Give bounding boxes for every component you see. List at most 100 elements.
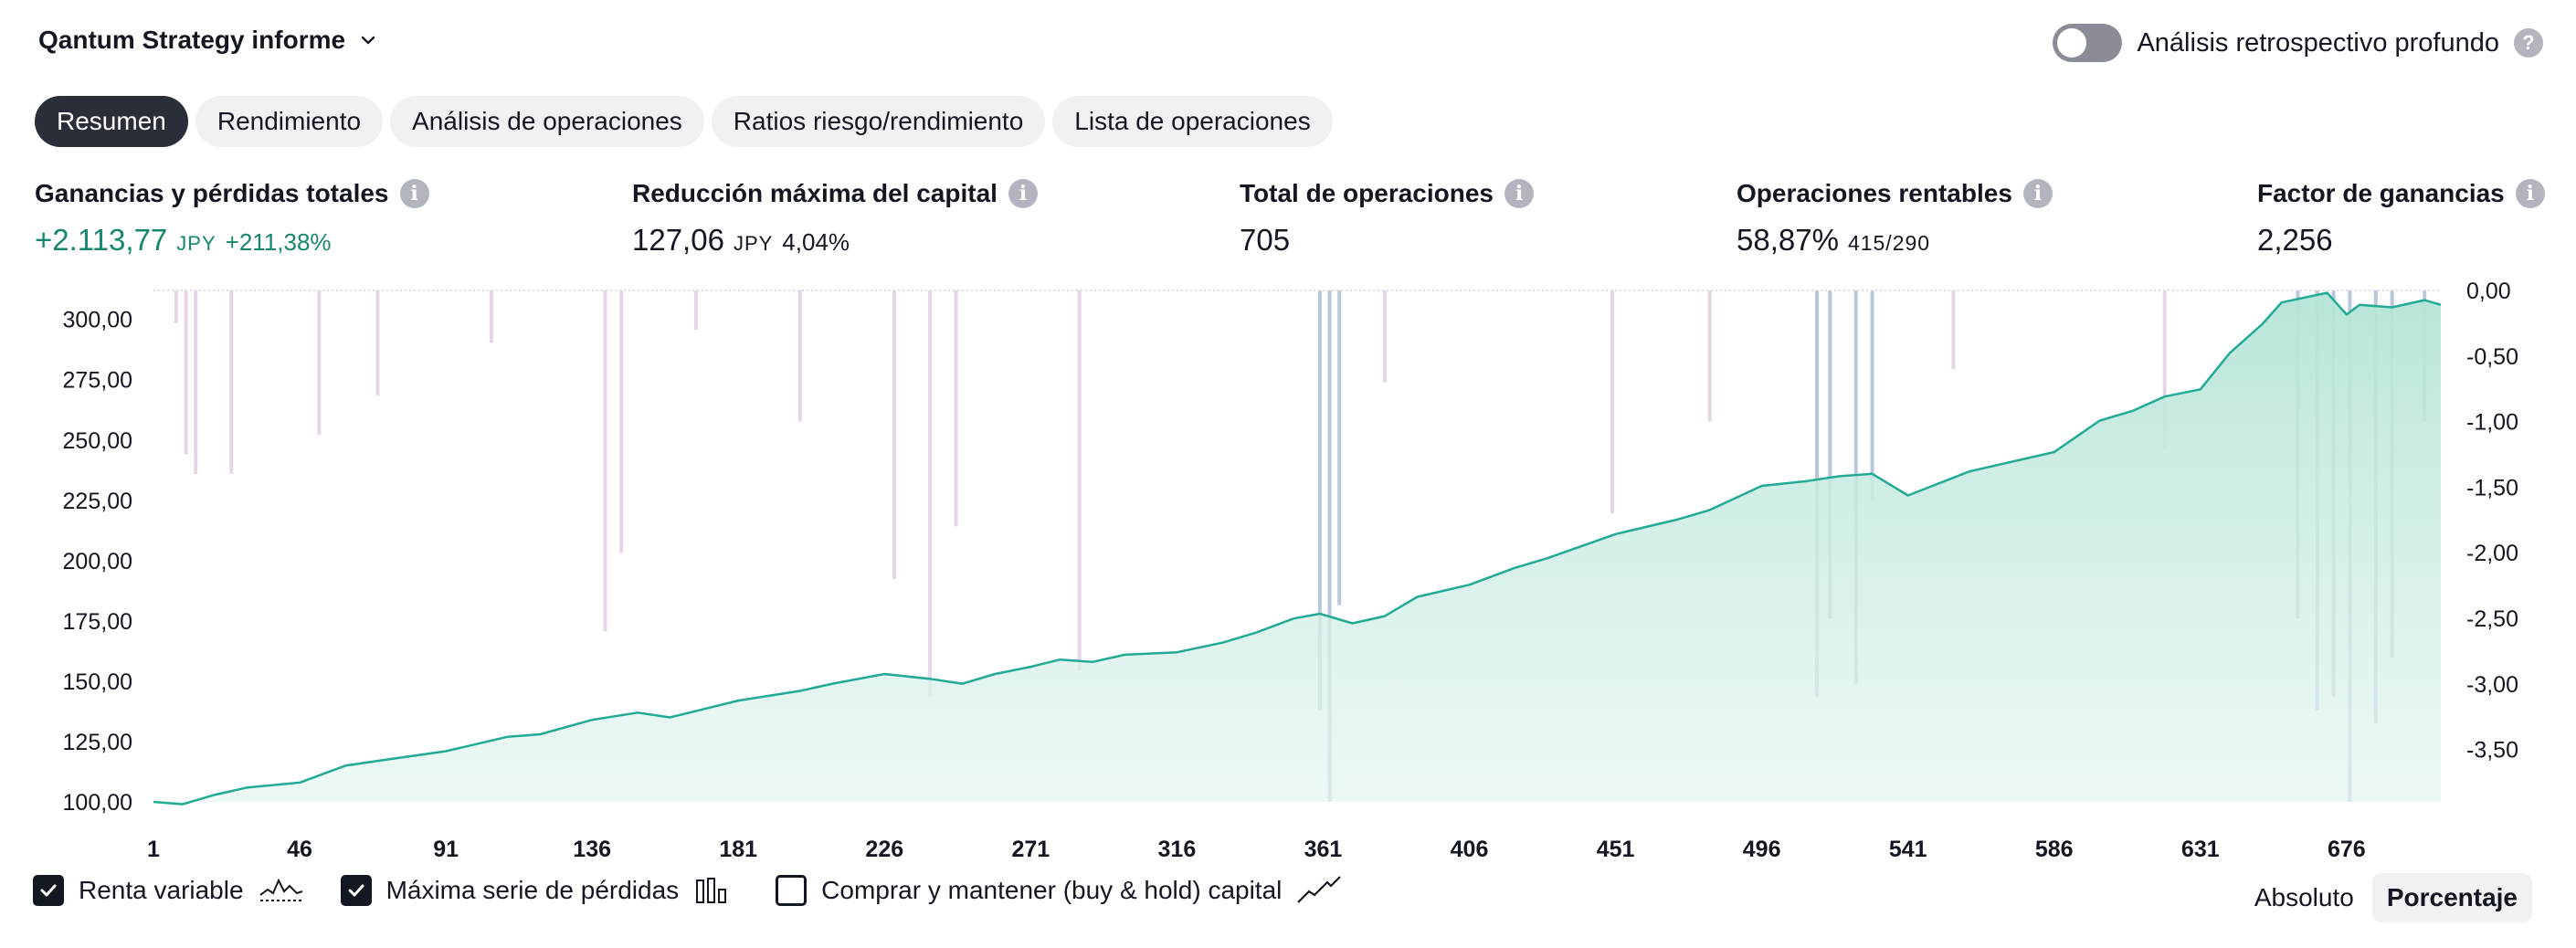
y-right-tick-label: 0,00 [2466, 279, 2511, 304]
checkbox-label: Renta variable [79, 876, 244, 904]
y-right-tick-label: -0,50 [2466, 344, 2518, 370]
check-icon [40, 884, 57, 897]
drawdown-bar [375, 290, 380, 395]
mode-absolute-button[interactable]: Absoluto [2254, 883, 2354, 911]
stat-ratio: 415/290 [1847, 231, 1931, 255]
drawdown-bar [892, 290, 896, 579]
chart-legend: Renta variable Máxima serie de pérdidas … [33, 875, 1378, 906]
info-icon[interactable]: i [399, 179, 429, 208]
y-right-tick-label: -3,00 [2466, 672, 2518, 698]
report-tabs: Resumen Rendimiento Análisis de operacio… [35, 96, 1333, 147]
x-tick-label: 361 [1304, 837, 1343, 862]
stat-unit: JPY [176, 232, 216, 255]
y-left-tick-label: 150,00 [63, 669, 132, 695]
deep-backtesting-toggle[interactable] [2053, 24, 2123, 62]
equity-series [153, 291, 2442, 806]
drawdown-bar [619, 290, 624, 553]
mode-percent-button[interactable]: Porcentaje [2371, 873, 2532, 922]
y-left-tick-label: 250,00 [63, 428, 132, 454]
drawdown-bar [954, 290, 958, 527]
checkbox-unchecked[interactable] [776, 875, 808, 906]
tab-risk-ratios[interactable]: Ratios riesgo/rendimiento [711, 96, 1046, 147]
x-tick-label: 406 [1451, 837, 1489, 862]
x-axis: 1 46 91 136 181 226 271 316 361 406 451 496 541 586 63… [147, 837, 2366, 862]
deep-backtesting-control: Análisis retrospectivo profundo ? [2053, 24, 2543, 62]
x-tick-label: 46 [287, 837, 312, 862]
drawdown-bar [1610, 290, 1615, 514]
equity-line-icon [259, 878, 302, 901]
x-tick-label: 496 [1743, 837, 1781, 862]
y-right-tick-label: -3,50 [2466, 738, 2518, 764]
stat-value: 705 [1240, 223, 1291, 257]
drawdown-bar [1317, 290, 1322, 711]
stat-profit-factor: Factor de ganancias i 2,256 [2257, 179, 2545, 258]
help-icon[interactable]: ? [2514, 28, 2543, 58]
equity-chart[interactable]: 300,00 275,00 250,00 225,00 200,00 175,00 150,… [0, 274, 2576, 868]
stat-label: Ganancias y pérdidas totales [35, 179, 389, 207]
y-right-tick-label: -2,00 [2466, 541, 2518, 566]
y-left-tick-label: 125,00 [63, 730, 132, 755]
info-icon[interactable]: i [2022, 179, 2053, 208]
drawdown-bar [603, 290, 607, 632]
y-left-tick-label: 200,00 [63, 549, 132, 574]
x-tick-label: 181 [719, 837, 757, 862]
drawdown-bar [184, 290, 188, 455]
stat-value: 127,06 [632, 223, 724, 257]
stat-net-profit: Ganancias y pérdidas totales i +2.113,77 … [35, 179, 429, 258]
y-axis-left: 300,00 275,00 250,00 225,00 200,00 175,00 150,… [63, 308, 132, 816]
check-icon [348, 884, 364, 897]
info-icon[interactable]: i [1008, 179, 1038, 208]
x-tick-label: 631 [2181, 837, 2220, 862]
equity-line [153, 291, 2442, 806]
report-title-dropdown[interactable]: Qantum Strategy informe [38, 26, 378, 55]
stat-label: Factor de ganancias [2257, 179, 2505, 207]
drawdown-bar [1383, 290, 1388, 383]
tab-trades-analysis[interactable]: Análisis de operaciones [390, 96, 704, 147]
stat-total-trades: Total de operaciones i 705 [1240, 179, 1534, 258]
stat-percent: +211,38% [225, 228, 332, 256]
drawdown-bar [1327, 290, 1332, 802]
x-tick-label: 91 [433, 837, 459, 862]
x-tick-label: 541 [1889, 837, 1927, 862]
checkbox-checked[interactable] [340, 875, 372, 906]
drawdown-bar [229, 290, 234, 475]
drawdown-bar [194, 290, 198, 475]
stat-unit: JPY [733, 232, 774, 255]
drawdown-bar [797, 290, 802, 422]
stat-max-drawdown: Reducción máxima del capital i 127,06 JPY… [632, 179, 1038, 258]
tab-list-of-trades[interactable]: Lista de operaciones [1052, 96, 1333, 147]
display-mode-toggle: Absoluto Porcentaje [2240, 873, 2532, 922]
checkbox-checked[interactable] [33, 875, 64, 906]
checkbox-buy-hold[interactable]: Comprar y mantener (buy & hold) capital [776, 875, 1342, 906]
buy-hold-line-icon [1297, 876, 1342, 903]
drawdown-bar [693, 290, 698, 331]
x-tick-label: 271 [1011, 837, 1050, 862]
x-tick-label: 1 [147, 837, 160, 862]
y-right-tick-label: -1,50 [2466, 475, 2518, 500]
tab-performance[interactable]: Rendimiento [195, 96, 384, 147]
stat-value: 58,87% [1737, 223, 1839, 257]
checkbox-equity[interactable]: Renta variable [33, 875, 304, 906]
stat-label: Reducción máxima del capital [632, 179, 998, 207]
chevron-down-icon [361, 36, 375, 45]
equity-area [153, 292, 2441, 805]
drawdown-bar [1337, 290, 1342, 606]
y-left-tick-label: 100,00 [63, 790, 132, 816]
x-tick-label: 676 [2328, 837, 2366, 862]
x-tick-label: 316 [1158, 837, 1197, 862]
drawdown-bar [1951, 290, 1956, 370]
checkbox-max-drawdown[interactable]: Máxima serie de pérdidas [340, 875, 740, 906]
tab-summary[interactable]: Resumen [35, 96, 188, 147]
drawdown-bars-icon [696, 878, 727, 903]
stat-profitable-trades: Operaciones rentables i 58,87% 415/290 [1737, 179, 2053, 258]
info-icon[interactable]: i [1504, 179, 1534, 208]
y-axis-right: 0,00 -0,50 -1,00 -1,50 -2,00 -2,50 -3,00 -3,50 [2466, 279, 2518, 764]
report-title: Qantum Strategy informe [38, 26, 346, 54]
stat-label: Total de operaciones [1240, 179, 1494, 207]
x-tick-label: 226 [865, 837, 903, 862]
y-right-tick-label: -1,00 [2466, 410, 2518, 436]
drawdown-bar [1870, 290, 1874, 500]
stat-value: 2,256 [2257, 223, 2333, 257]
info-icon[interactable]: i [2515, 179, 2545, 208]
